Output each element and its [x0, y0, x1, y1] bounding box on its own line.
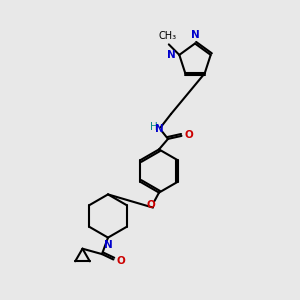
Text: O: O [146, 200, 155, 210]
Text: N: N [154, 124, 164, 134]
Text: O: O [184, 130, 193, 140]
Text: CH₃: CH₃ [158, 31, 176, 41]
Text: O: O [116, 256, 125, 266]
Text: H: H [150, 122, 158, 132]
Text: N: N [103, 240, 112, 250]
Text: N: N [190, 30, 200, 40]
Text: N: N [167, 50, 176, 60]
